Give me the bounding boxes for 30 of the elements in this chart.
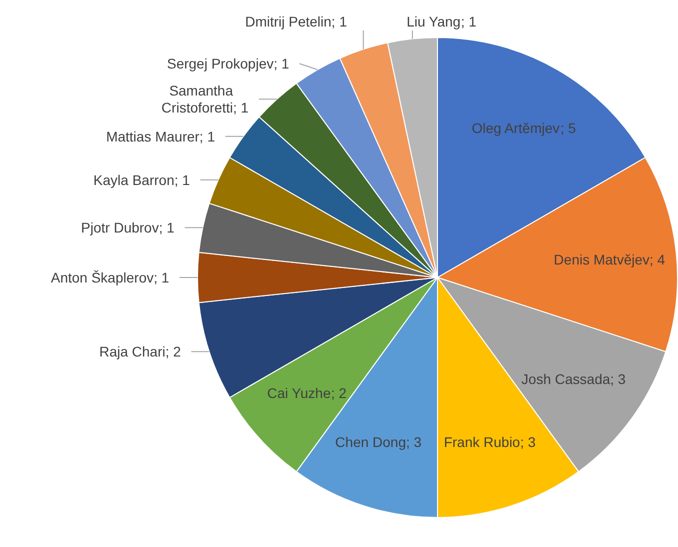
data-label: ; 4 <box>650 251 666 268</box>
data-label: ; 1 <box>199 128 216 144</box>
data-label: ; 2 <box>330 385 347 402</box>
slice-label: Pjotr Dubrov <box>81 220 159 236</box>
data-label: ; 1 <box>460 14 477 30</box>
slice-label: Samantha Cristoforetti <box>161 82 234 116</box>
data-label: ; 3 <box>610 371 626 388</box>
slice-label: Kayla Barron <box>93 172 174 188</box>
slice-label: Liu Yang <box>406 14 461 30</box>
slice-label: Oleg Artěmjev <box>472 120 560 136</box>
slice-label: Frank Rubio <box>444 434 520 450</box>
data-label: ; 1 <box>154 270 170 286</box>
data-label: ; 1 <box>158 220 175 236</box>
slice-label: Denis Matvějev <box>554 251 650 268</box>
slice-label: Raja Chari <box>99 344 166 360</box>
slice-label: Chen Dong <box>335 434 406 450</box>
slice-label: Sergej Prokopjev <box>166 56 274 72</box>
data-label: ; 1 <box>274 56 290 72</box>
slice-label: Cai Yuzhe <box>267 385 331 402</box>
slice-label: Anton Škaplerov <box>50 270 154 286</box>
data-label: ; 3 <box>406 434 422 450</box>
data-label: ; 1 <box>174 172 190 188</box>
slice-label: Josh Cassada <box>521 371 610 388</box>
data-label: ; 1 <box>233 100 249 116</box>
data-label: ; 3 <box>520 434 536 450</box>
data-label: ; 1 <box>331 14 348 30</box>
data-label: ; 5 <box>560 120 576 136</box>
data-label: ; 2 <box>165 344 182 360</box>
slice-label: Dmitrij Petelin <box>245 14 332 30</box>
slice-label: Mattias Maurer <box>106 128 200 144</box>
